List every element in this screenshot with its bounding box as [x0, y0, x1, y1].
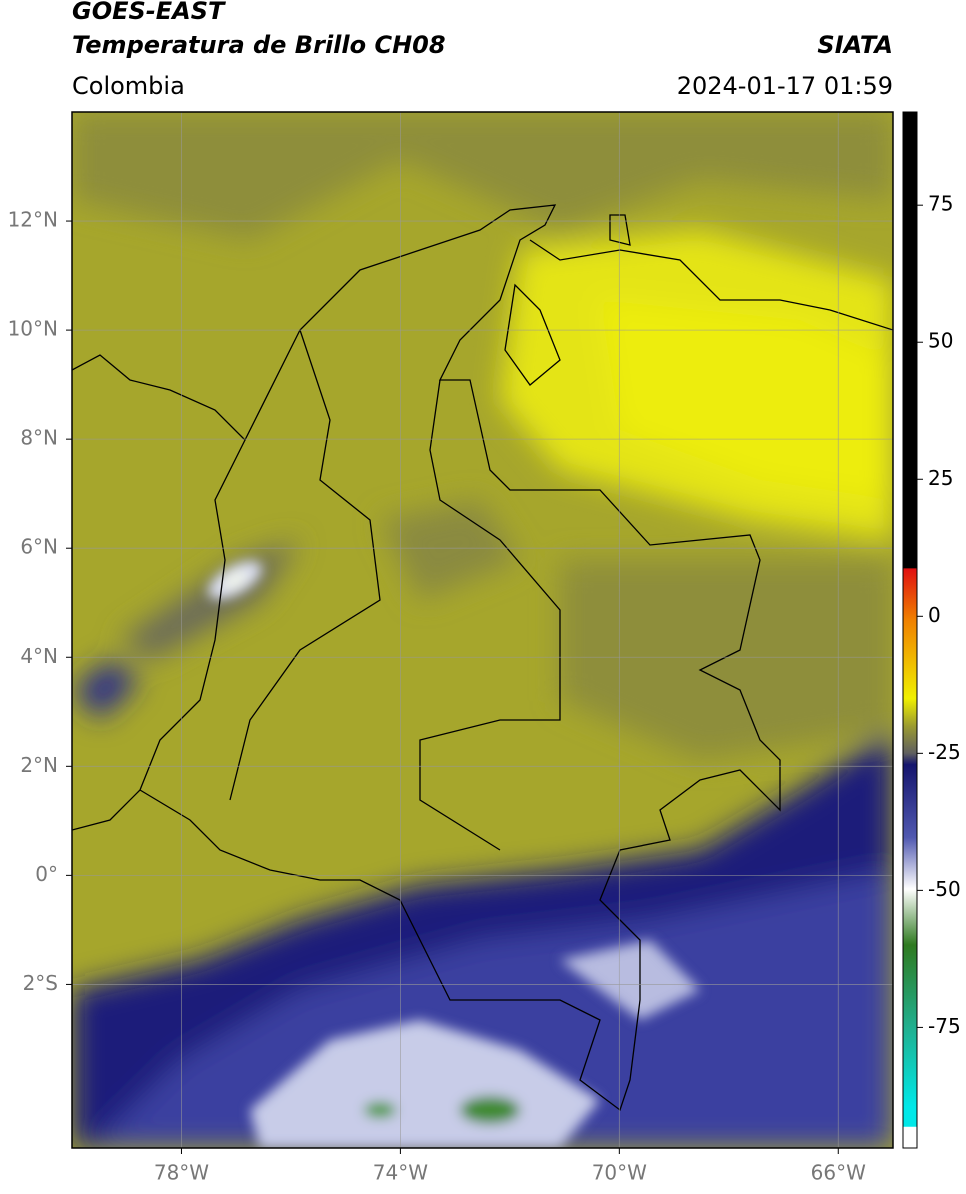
y-tick-label: 12°N — [8, 208, 58, 232]
y-tick-label: 8°N — [20, 426, 58, 450]
y-tick-label: 4°N — [20, 644, 58, 668]
colorbar-tick-label: 75 — [928, 192, 953, 216]
source: SIATA — [817, 31, 893, 59]
y-tick-label: 10°N — [8, 317, 58, 341]
y-tick-label: 6°N — [20, 535, 58, 559]
y-tick-label: 2°N — [20, 753, 58, 777]
colorbar-tick-label: 25 — [928, 466, 953, 490]
grid — [72, 112, 893, 1148]
product: Temperatura de Brillo CH08 — [72, 31, 446, 59]
colorbar-tick-label: -50 — [928, 877, 961, 901]
colorbar-tick-label: -75 — [928, 1014, 961, 1038]
colorbar-tick-label: 50 — [928, 329, 953, 353]
region: Colombia — [72, 72, 185, 100]
y-tick-label: 0° — [35, 862, 58, 886]
x-tick-label: 78°W — [154, 1161, 209, 1185]
satellite-image — [72, 112, 893, 1148]
map-frame — [71, 111, 894, 1149]
colorbar-tick-label: 0 — [928, 603, 941, 627]
x-tick-label: 66°W — [811, 1161, 866, 1185]
datetime: 2024-01-17 01:59 — [677, 72, 893, 100]
x-tick-label: 70°W — [592, 1161, 647, 1185]
satellite: GOES-EAST — [72, 0, 226, 25]
colorbar — [902, 111, 918, 1149]
x-tick-label: 74°W — [373, 1161, 428, 1185]
colorbar-tick-label: -25 — [928, 740, 961, 764]
y-tick-label: 2°S — [23, 971, 58, 995]
